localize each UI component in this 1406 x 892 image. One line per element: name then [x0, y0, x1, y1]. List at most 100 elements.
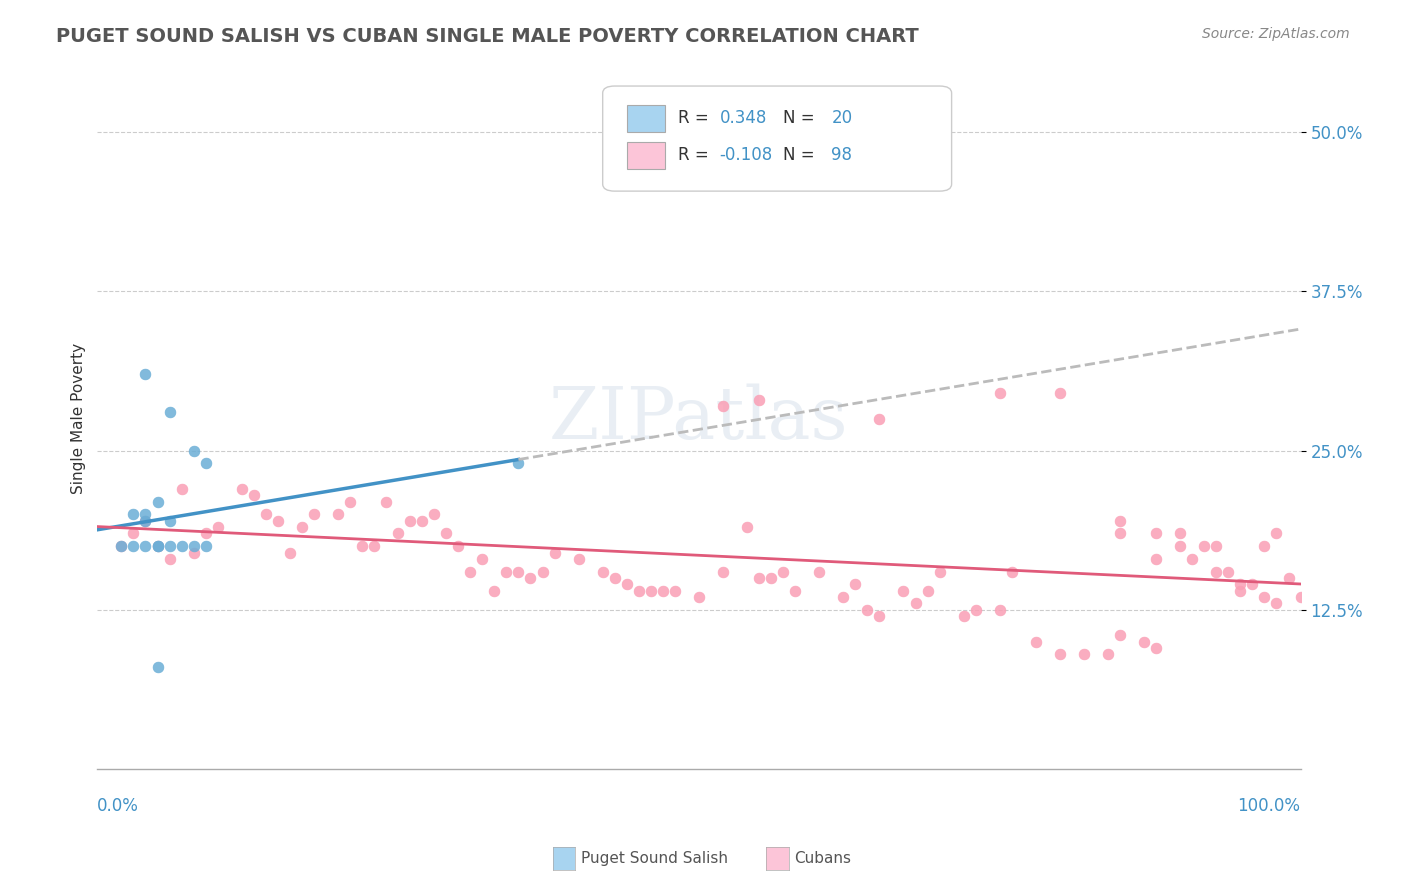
Point: [146, 660, 169, 674]
Point: [664, 583, 686, 598]
Point: [352, 539, 374, 553]
Point: [688, 590, 710, 604]
Point: [183, 545, 205, 559]
Point: [1229, 577, 1251, 591]
Point: [447, 539, 470, 553]
Point: [146, 494, 169, 508]
FancyBboxPatch shape: [603, 86, 952, 191]
Point: [1168, 539, 1191, 553]
FancyBboxPatch shape: [627, 105, 665, 132]
Point: [928, 565, 950, 579]
Point: [1229, 583, 1251, 598]
Point: [640, 583, 662, 598]
Point: [1001, 565, 1024, 579]
Point: [868, 609, 890, 624]
Point: [1241, 577, 1264, 591]
Y-axis label: Single Male Poverty: Single Male Poverty: [72, 343, 86, 494]
Point: [759, 571, 782, 585]
Text: Source: ZipAtlas.com: Source: ZipAtlas.com: [1202, 27, 1350, 41]
Point: [411, 514, 433, 528]
Point: [519, 571, 541, 585]
Point: [1218, 565, 1240, 579]
Point: [965, 603, 987, 617]
Point: [603, 571, 626, 585]
Point: [832, 590, 855, 604]
Point: [183, 443, 205, 458]
Point: [748, 571, 770, 585]
Point: [1109, 628, 1132, 642]
Text: 98: 98: [831, 146, 852, 164]
Point: [339, 494, 361, 508]
Point: [651, 583, 673, 598]
Point: [1109, 514, 1132, 528]
Point: [952, 609, 974, 624]
Point: [772, 565, 794, 579]
Point: [254, 508, 277, 522]
Point: [627, 583, 650, 598]
Text: R =: R =: [679, 109, 714, 128]
Point: [146, 539, 169, 553]
Point: [387, 526, 409, 541]
Text: 100.0%: 100.0%: [1237, 797, 1301, 815]
Point: [1265, 526, 1288, 541]
Point: [917, 583, 939, 598]
Point: [194, 539, 217, 553]
Point: [1253, 590, 1275, 604]
Point: [183, 539, 205, 553]
Point: [134, 508, 156, 522]
Point: [375, 494, 398, 508]
Text: 20: 20: [831, 109, 852, 128]
Point: [159, 539, 181, 553]
Point: [988, 603, 1011, 617]
Point: [434, 526, 457, 541]
Point: [711, 565, 734, 579]
Point: [531, 565, 554, 579]
Text: ZIPatlas: ZIPatlas: [550, 384, 849, 454]
Point: [326, 508, 349, 522]
Text: 0.0%: 0.0%: [97, 797, 139, 815]
Point: [134, 368, 156, 382]
Point: [134, 514, 156, 528]
Point: [291, 520, 314, 534]
Point: [363, 539, 385, 553]
Point: [711, 399, 734, 413]
Point: [568, 552, 591, 566]
Point: [134, 539, 156, 553]
Point: [423, 508, 446, 522]
Point: [785, 583, 807, 598]
Point: [122, 539, 145, 553]
Point: [242, 488, 264, 502]
Point: [278, 545, 301, 559]
Point: [1289, 590, 1312, 604]
Text: N =: N =: [783, 146, 820, 164]
Point: [1025, 634, 1047, 648]
Point: [194, 526, 217, 541]
Point: [1205, 565, 1227, 579]
Point: [399, 514, 422, 528]
Point: [508, 565, 530, 579]
Point: [1109, 526, 1132, 541]
Text: PUGET SOUND SALISH VS CUBAN SINGLE MALE POVERTY CORRELATION CHART: PUGET SOUND SALISH VS CUBAN SINGLE MALE …: [56, 27, 920, 45]
Point: [134, 514, 156, 528]
Point: [1133, 634, 1156, 648]
Point: [844, 577, 866, 591]
Point: [159, 552, 181, 566]
Point: [808, 565, 831, 579]
Point: [1181, 552, 1204, 566]
Point: [471, 552, 494, 566]
Text: 0.348: 0.348: [720, 109, 766, 128]
Point: [508, 456, 530, 470]
Point: [748, 392, 770, 407]
Point: [159, 405, 181, 419]
Text: Puget Sound Salish: Puget Sound Salish: [581, 851, 728, 865]
Point: [207, 520, 229, 534]
Point: [122, 526, 145, 541]
Point: [1073, 648, 1095, 662]
Point: [267, 514, 290, 528]
Point: [988, 386, 1011, 401]
Point: [1144, 552, 1167, 566]
Point: [1144, 526, 1167, 541]
Text: N =: N =: [783, 109, 820, 128]
FancyBboxPatch shape: [627, 142, 665, 169]
Point: [1253, 539, 1275, 553]
